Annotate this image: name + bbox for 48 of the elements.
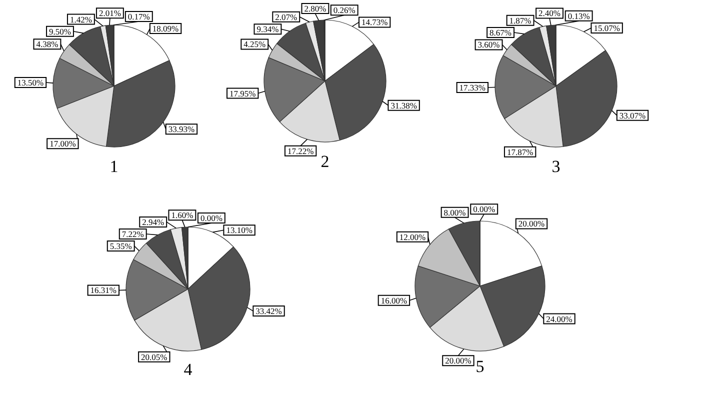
data-label: 17.00% <box>50 138 76 149</box>
data-label: 2.07% <box>275 12 298 22</box>
data-label: 15.07% <box>594 23 620 34</box>
text: 0.00% <box>473 204 496 214</box>
data-label: 17.33% <box>459 82 486 93</box>
text: 5 <box>476 357 484 376</box>
data-label: 7.22% <box>122 228 144 239</box>
data-label: 4.38% <box>36 39 58 50</box>
data-label: 1.42% <box>70 14 92 24</box>
data-label: 2.01% <box>98 8 121 18</box>
data-label: 1.60% <box>171 210 194 220</box>
data-label: 2.94% <box>142 216 164 227</box>
data-label: 3.60% <box>478 40 500 50</box>
data-label: 17.87% <box>506 146 534 157</box>
data-label: 13.50% <box>17 77 44 88</box>
data-label: 2.40% <box>538 8 561 18</box>
data-label: 16.31% <box>90 285 117 296</box>
data-label: 9.50% <box>49 26 71 36</box>
data-label: 4.25% <box>244 39 266 50</box>
data-label: 2.80% <box>304 4 326 14</box>
data-label: 33.42% <box>256 306 282 316</box>
data-label: 5.35% <box>110 241 132 252</box>
data-label: 33.07% <box>619 110 646 120</box>
data-label: 24.00% <box>546 314 572 324</box>
data-label: 8.67% <box>490 28 512 38</box>
data-label: 0.13% <box>568 10 590 21</box>
data-label: 17.95% <box>229 88 256 98</box>
text: 2 <box>320 152 330 171</box>
data-label: 18.09% <box>152 24 179 34</box>
data-label: 20.00% <box>518 218 545 229</box>
data-label: 13.10% <box>226 225 252 236</box>
data-label: 1.87% <box>509 15 532 26</box>
text: 4 <box>184 360 193 379</box>
data-label: 0.26% <box>333 5 356 16</box>
data-label: 14.73% <box>361 17 388 28</box>
text: 1 <box>110 157 118 176</box>
text: 3 <box>552 157 560 176</box>
data-label: 8.00% <box>444 207 466 218</box>
data-label: 0.17% <box>128 11 150 22</box>
text: 0.00% <box>200 213 222 224</box>
data-label: 31.38% <box>390 100 417 110</box>
data-label: 9.34% <box>256 24 279 34</box>
data-label: 16.00% <box>380 295 408 306</box>
data-label: 20.00% <box>445 356 472 366</box>
data-label: 20.05% <box>141 352 168 362</box>
data-label: 33.93% <box>168 124 195 134</box>
data-label: 17.22% <box>287 146 314 156</box>
data-label: 12.00% <box>399 232 426 242</box>
